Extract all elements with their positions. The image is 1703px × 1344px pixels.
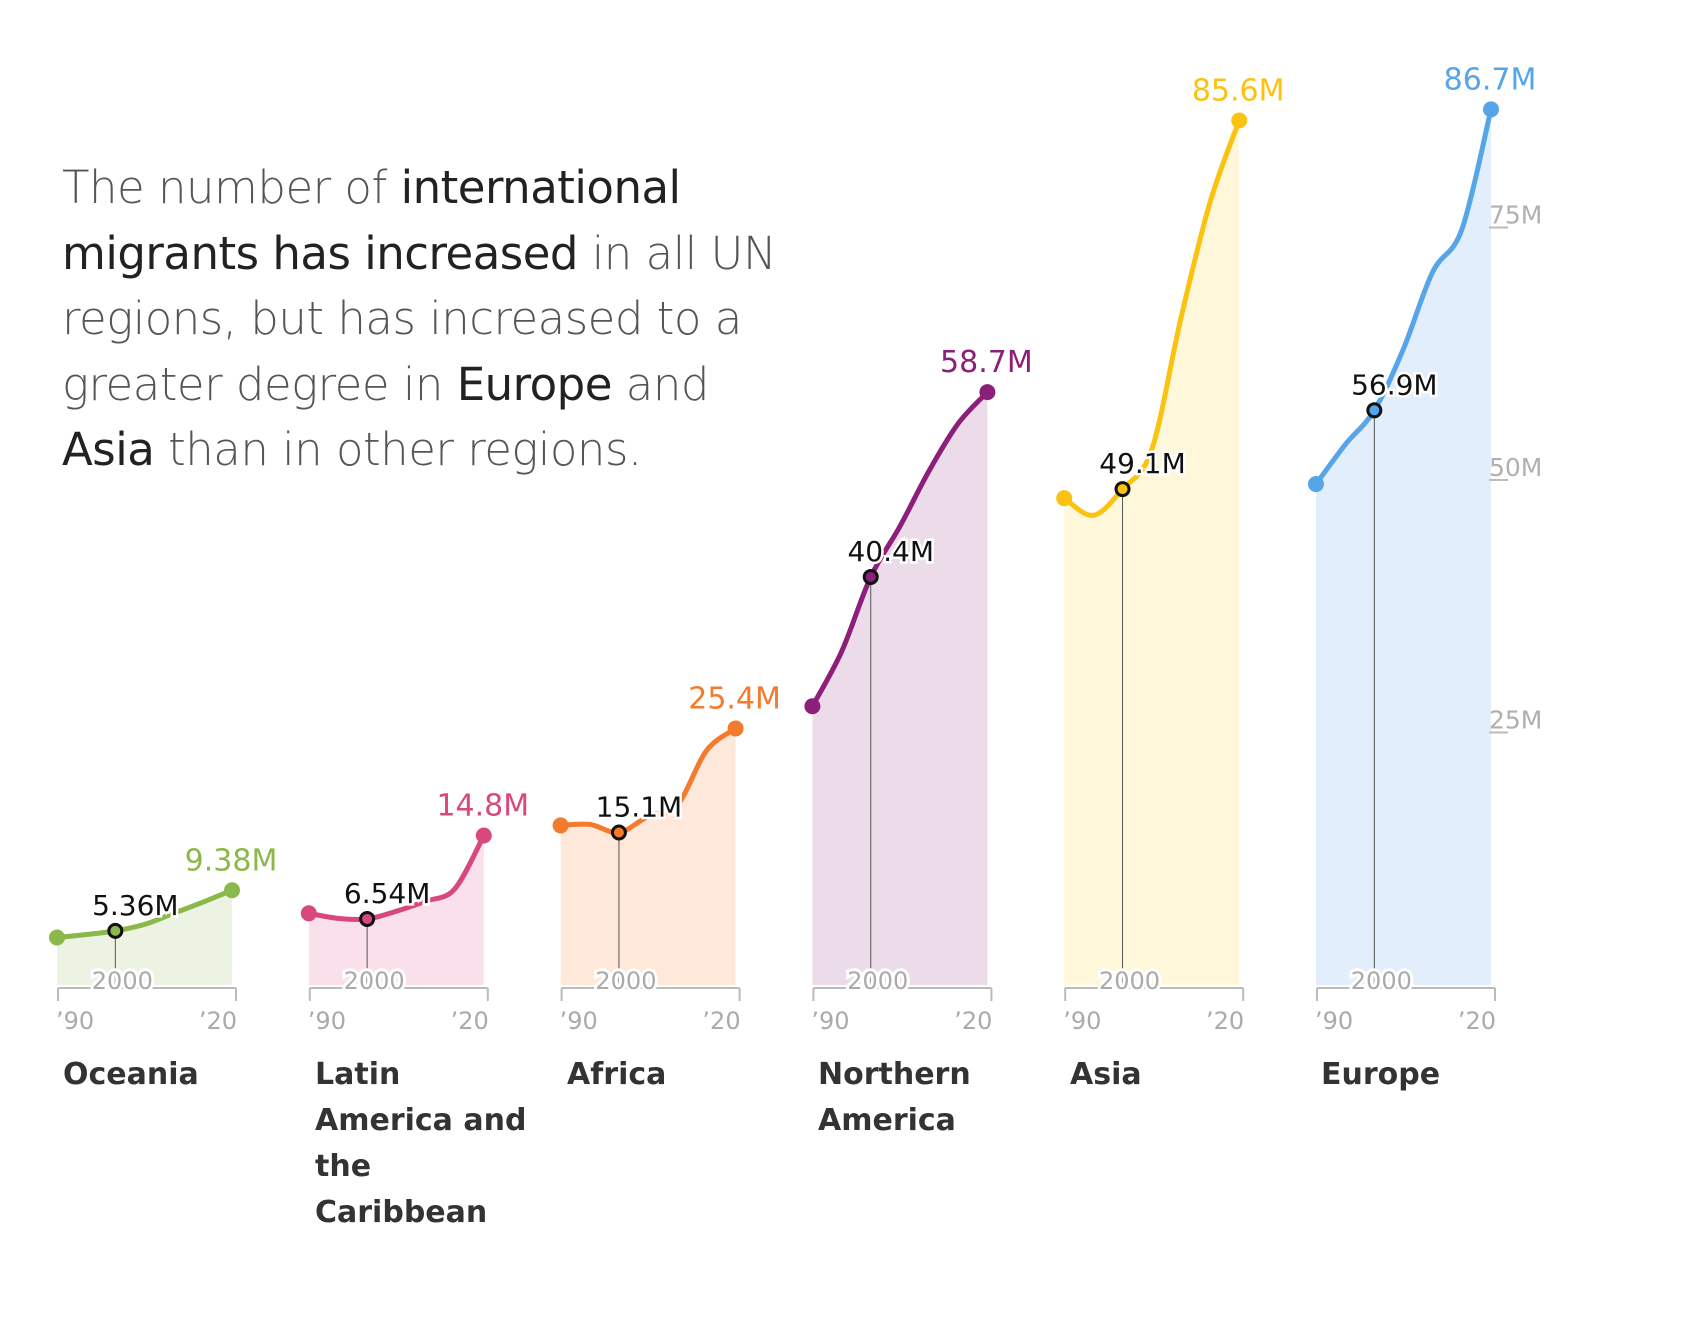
area-northern-america: [812, 392, 988, 985]
point-1990-oceania: [49, 929, 65, 946]
x-tick-label-1990-europe: ’90: [1315, 1007, 1353, 1035]
area-oceania: [57, 890, 232, 985]
point-2020-latin-america-and-the-caribbean: [475, 827, 492, 844]
region-name-asia: Asia: [1070, 1057, 1142, 1092]
point-1990-northern-america: [804, 698, 821, 715]
area-africa: [560, 728, 736, 985]
point-2020-northern-america: [979, 384, 996, 401]
x-tick-label-2020-europe: ’20: [1458, 1007, 1496, 1035]
x-tick-label-1990-asia: ’90: [1063, 1007, 1101, 1035]
line-northern-america: [809, 389, 990, 709]
point-1990-asia: [1056, 490, 1073, 507]
line-asia: [1061, 117, 1242, 518]
x-tick-label-1990-northern-america: ’90: [811, 1007, 849, 1035]
value-label-2020-latin-america-and-the-caribbean: 14.8M: [436, 789, 529, 824]
region-name-northern-america: Northern America: [818, 1057, 971, 1138]
line-africa: [558, 725, 739, 836]
region-name-oceania: Oceania: [63, 1057, 199, 1092]
point-2000-asia: [1114, 481, 1131, 498]
value-label-2020-africa: 25.4M: [688, 681, 781, 716]
point-2020-africa: [727, 720, 744, 737]
x-tick-label-2000-northern-america: 2000: [847, 967, 908, 995]
y-tick-label-25: 25M: [1489, 706, 1542, 735]
value-label-2000-oceania: 5.36M: [92, 889, 179, 922]
value-label-2000-europe: 56.9M: [1351, 368, 1438, 401]
x-tick-label-2000-latin-america-and-the-caribbean: 2000: [344, 967, 405, 995]
x-tick-label-2020-africa: ’20: [702, 1007, 740, 1035]
value-label-2000-latin-america-and-the-caribbean: 6.54M: [344, 877, 431, 910]
region-name-latin-america: Latin America and the Caribbean: [315, 1057, 527, 1230]
region-name-europe: Europe: [1321, 1057, 1441, 1092]
point-2020-oceania: [224, 882, 240, 899]
value-label-2000-northern-america: 40.4M: [847, 535, 934, 568]
line-latin-america-and-the-caribbean: [306, 833, 487, 923]
point-2020-asia: [1231, 112, 1248, 129]
value-label-2020-northern-america: 58.7M: [940, 345, 1033, 380]
point-2000-oceania: [107, 922, 124, 939]
x-tick-label-2020-latin-america-and-the-caribbean: ’20: [451, 1007, 489, 1035]
value-label-2000-asia: 49.1M: [1099, 447, 1186, 480]
point-1990-europe: [1308, 476, 1324, 493]
region-name-africa: Africa: [567, 1057, 667, 1092]
headline-bold-europe: Europe: [456, 357, 613, 411]
area-europe: [1316, 109, 1491, 985]
y-tick-label-75: 75M: [1489, 201, 1542, 230]
headline-text-3: and: [611, 357, 710, 411]
line-europe: [1313, 106, 1494, 487]
point-2000-africa: [610, 824, 627, 841]
headline-text-1: The number of: [62, 161, 401, 214]
headline: The number of international migrants has…: [62, 155, 782, 483]
headline-text-2: in all UN regions, but has increased to …: [62, 226, 777, 411]
area-asia: [1064, 120, 1240, 985]
x-tick-label-2000-africa: 2000: [595, 967, 656, 995]
x-tick-label-2000-oceania: 2000: [92, 967, 153, 995]
point-2000-latin-america-and-the-caribbean: [359, 910, 376, 927]
headline-bold-asia: Asia: [62, 423, 155, 476]
headline-bold-1: international migrants has increased: [62, 161, 681, 280]
area-latin-america-and-the-caribbean: [308, 835, 484, 985]
point-1990-africa: [552, 817, 569, 834]
y-tick-label-50: 50M: [1489, 453, 1542, 482]
x-tick-label-2020-asia: ’20: [1206, 1007, 1244, 1035]
x-tick-label-1990-africa: ’90: [560, 1007, 598, 1035]
x-tick-label-2000-europe: 2000: [1351, 967, 1412, 995]
x-tick-label-2020-oceania: ’20: [199, 1007, 237, 1035]
line-oceania: [54, 887, 235, 941]
point-1990-latin-america-and-the-caribbean: [300, 905, 317, 922]
value-label-2020-europe: 86.7M: [1444, 62, 1537, 97]
point-2000-northern-america: [862, 568, 879, 585]
point-2000-europe: [1366, 402, 1383, 419]
x-tick-label-2000-asia: 2000: [1099, 967, 1160, 995]
point-2020-europe: [1483, 101, 1499, 118]
x-tick-label-1990-latin-america-and-the-caribbean: ’90: [308, 1007, 346, 1035]
value-label-2020-oceania: 9.38M: [185, 843, 278, 878]
value-label-2020-asia: 85.6M: [1192, 73, 1285, 108]
x-tick-label-1990-oceania: ’90: [56, 1007, 94, 1035]
value-label-2000-africa: 15.1M: [596, 790, 683, 823]
headline-text-4: than in other regions.: [154, 423, 642, 476]
x-tick-label-2020-northern-america: ’20: [954, 1007, 992, 1035]
